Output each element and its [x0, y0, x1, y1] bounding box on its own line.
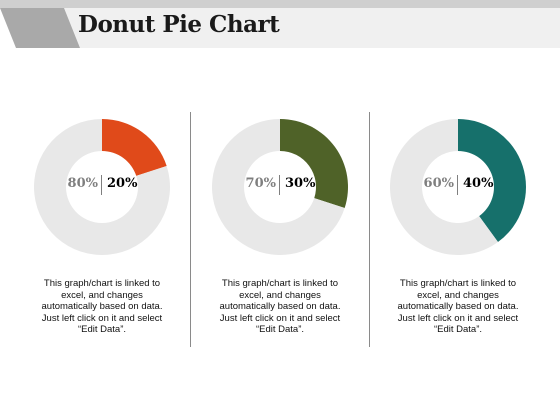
donut-slice-remaining[interactable] [212, 119, 345, 256]
slide-title: Donut Pie Chart [78, 11, 280, 38]
remaining-percent-label: 70% [245, 176, 276, 191]
chart-caption: This graph/chart is linked to excel, and… [377, 278, 539, 336]
remaining-percent-label: 80% [67, 176, 98, 191]
donut-slice-value[interactable] [280, 119, 348, 209]
caption-line: Just left click on it and select [219, 312, 341, 324]
caption-line: “Edit Data”. [433, 324, 483, 335]
caption-line: This graph/chart is linked to [399, 278, 517, 289]
caption-line: excel, and changes [239, 289, 321, 301]
title-banner-shapes [0, 0, 560, 48]
donut-center-labels: 70% 30% [205, 175, 355, 195]
donut-slice-value[interactable] [458, 119, 526, 243]
caption-line: excel, and changes [417, 289, 499, 301]
label-separator [101, 175, 102, 195]
caption-line: excel, and changes [61, 289, 143, 301]
caption-line: This graph/chart is linked to [43, 278, 161, 289]
remaining-percent-label: 60% [423, 176, 454, 191]
donut-center-labels: 80% 20% [27, 175, 177, 195]
chart-caption: This graph/chart is linked to excel, and… [21, 278, 183, 336]
donut-chart-panel: 60% 40% This graph/chart is linked to ex… [383, 112, 533, 352]
caption-line: automatically based on data. [397, 301, 519, 312]
donut-slice-remaining[interactable] [34, 119, 171, 255]
title-accent-shape [0, 8, 80, 48]
value-percent-label: 20% [107, 176, 138, 191]
donut-chart[interactable] [383, 112, 533, 262]
donut-slice-value[interactable] [102, 119, 167, 176]
donut-chart-panel: 80% 20% This graph/chart is linked to ex… [27, 112, 177, 352]
caption-line: “Edit Data”. [255, 324, 305, 335]
value-percent-label: 40% [463, 176, 494, 191]
column-divider [369, 112, 370, 347]
donut-chart[interactable] [205, 112, 355, 262]
donut-center-labels: 60% 40% [383, 175, 533, 195]
caption-line: “Edit Data”. [77, 324, 127, 335]
column-divider [190, 112, 191, 347]
value-percent-label: 30% [285, 176, 316, 191]
title-banner: Donut Pie Chart [0, 0, 560, 54]
title-top-rule [0, 0, 560, 8]
caption-line: automatically based on data. [219, 301, 341, 312]
caption-line: automatically based on data. [41, 301, 163, 312]
chart-caption: This graph/chart is linked to excel, and… [199, 278, 361, 336]
donut-slice-remaining[interactable] [390, 119, 498, 255]
donut-chart-panel: 70% 30% This graph/chart is linked to ex… [205, 112, 355, 352]
caption-line: Just left click on it and select [397, 312, 519, 324]
caption-line: Just left click on it and select [41, 312, 163, 324]
label-separator [457, 175, 458, 195]
caption-line: This graph/chart is linked to [221, 278, 339, 289]
donut-chart[interactable] [27, 112, 177, 262]
title-bar [60, 8, 560, 48]
label-separator [279, 175, 280, 195]
